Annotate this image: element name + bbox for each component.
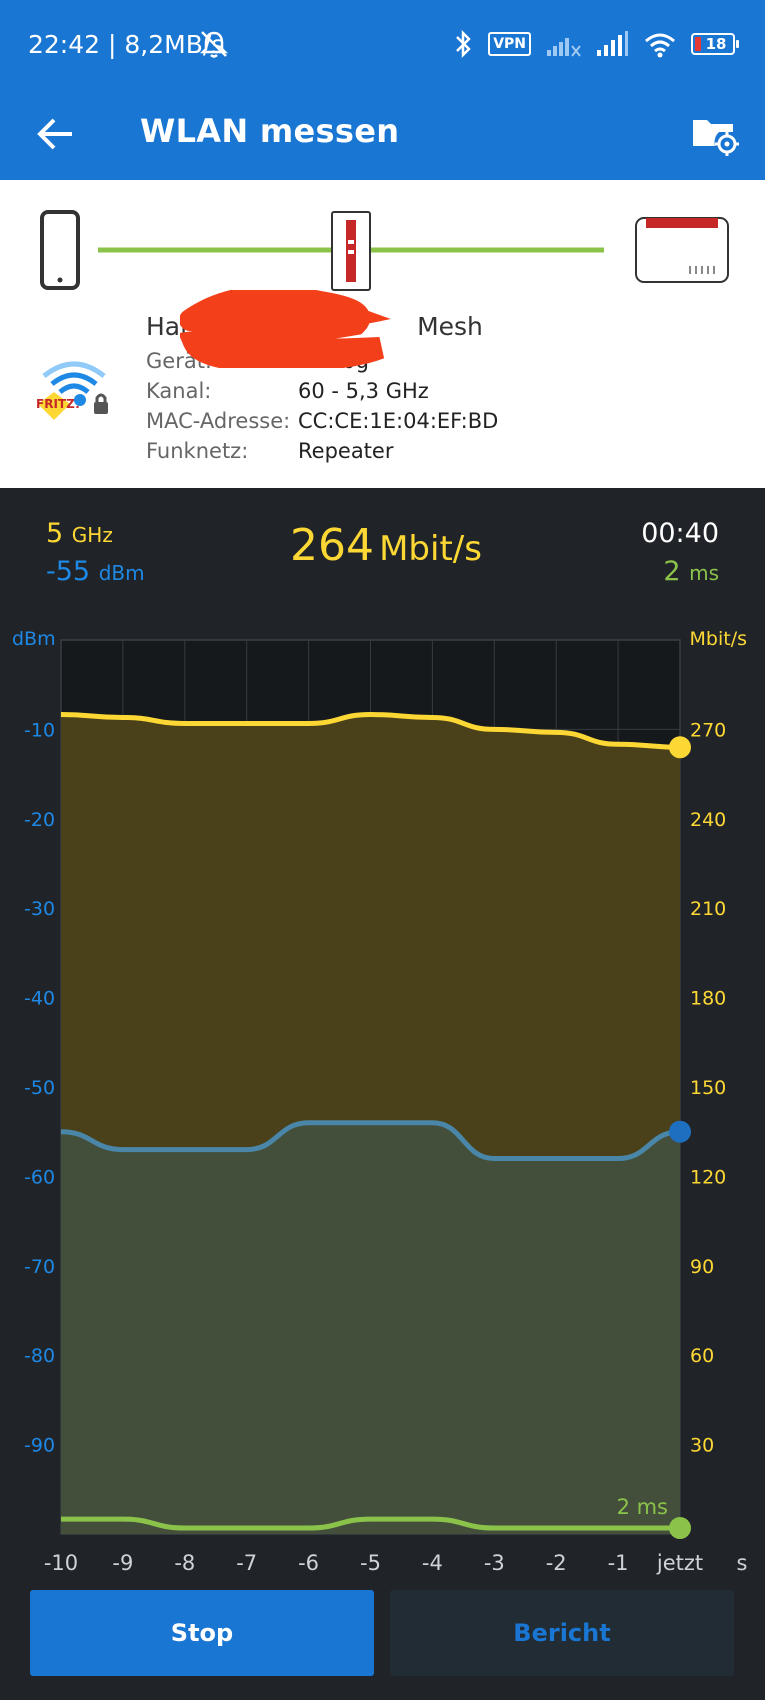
status-bar: 22:42 | 8,2MB/s VPN — [0, 0, 765, 92]
left-axis-tick: -40 — [24, 988, 55, 1010]
signal-icon — [597, 31, 628, 56]
bluetooth-icon — [456, 29, 471, 59]
left-axis-tick: -80 — [24, 1345, 55, 1367]
signal-no-service-icon — [547, 38, 581, 57]
info-value-channel: 60 - 5,3 GHz — [298, 379, 429, 403]
measurement-chart: -10 -20 -30 -40 -50 -60 -70 -80 -90 270 240 210 180 1… — [24, 639, 748, 1575]
right-axis-tick: 210 — [690, 898, 726, 920]
report-button[interactable]: Bericht — [390, 1590, 734, 1676]
series-line-1 — [60, 1120, 681, 1162]
connection-topology — [40, 210, 729, 291]
router-icon — [635, 217, 729, 283]
right-axis-title: Mbit/s — [689, 628, 747, 650]
elapsed-time: 00:40 — [641, 518, 719, 549]
page-title: WLAN messen — [140, 112, 400, 150]
status-icons: VPN 18 — [452, 28, 739, 60]
latency-readout: 2 ms — [663, 556, 719, 587]
bell-off-icon — [199, 31, 229, 58]
right-axis-tick: 240 — [690, 809, 726, 831]
x-axis-tick: -2 — [546, 1551, 567, 1575]
stop-button[interactable]: Stop — [30, 1590, 374, 1676]
left-axis-tick: -90 — [24, 1435, 55, 1457]
status-time-speed: 22:42 | 8,2MB/s — [28, 30, 225, 59]
x-axis-tick: jetzt — [656, 1551, 703, 1575]
x-axis-tick: -5 — [360, 1551, 381, 1575]
info-value-mac: CC:CE:1E:04:EF:BD — [298, 409, 499, 433]
x-axis-tick: -6 — [298, 1551, 319, 1575]
phone-icon — [40, 210, 80, 290]
fritz-wifi-logo: FRITZ! — [36, 361, 108, 420]
current-value-marker — [669, 1517, 691, 1540]
battery-icon: 18 — [691, 33, 739, 55]
rate-readout: 264 Mbit/s — [290, 520, 482, 571]
vpn-label: VPN — [493, 36, 526, 52]
device-info-panel: FRITZ! Hal Mesh Gerät: Fritz0g Kanal: 60 … — [0, 180, 765, 488]
vpn-icon: VPN — [488, 32, 531, 56]
redaction-scribble — [180, 290, 391, 368]
folder-settings-icon[interactable] — [689, 110, 741, 160]
signal-readout: -55 dBm — [46, 556, 145, 587]
x-axis-tick: -1 — [608, 1551, 629, 1575]
x-axis-tick: -8 — [174, 1551, 195, 1575]
fritz-logo-text: FRITZ! — [36, 397, 80, 411]
info-label-channel: Kanal: — [146, 379, 212, 403]
x-axis-tick: -3 — [484, 1551, 505, 1575]
app-bar: WLAN messen — [0, 92, 765, 180]
x-axis-tick: -10 — [44, 1551, 78, 1575]
current-value-marker — [669, 736, 691, 759]
info-label-mac: MAC-Adresse: — [146, 409, 291, 433]
right-axis-tick: 120 — [690, 1166, 726, 1188]
latency-label: 2 ms — [617, 1495, 668, 1519]
x-axis-tick: -7 — [236, 1551, 257, 1575]
battery-level: 18 — [705, 35, 727, 53]
left-axis-tick: -20 — [24, 809, 55, 831]
right-axis-tick: 90 — [690, 1256, 714, 1278]
left-axis-title: dBm — [12, 628, 56, 650]
band-readout: 5 GHz — [46, 518, 113, 549]
back-arrow-icon[interactable] — [32, 110, 80, 158]
x-axis-unit: s — [737, 1551, 748, 1575]
repeater-icon — [331, 211, 371, 291]
info-value-network: Repeater — [298, 439, 394, 463]
info-label-network: Funknetz: — [146, 439, 249, 463]
right-axis-tick: 150 — [690, 1077, 726, 1099]
series-line-2 — [61, 1516, 680, 1531]
current-value-marker — [669, 1120, 691, 1143]
x-axis-tick: -4 — [422, 1551, 443, 1575]
left-axis-tick: -70 — [24, 1256, 55, 1278]
x-axis-tick: -9 — [112, 1551, 133, 1575]
right-axis-tick: 60 — [690, 1345, 714, 1367]
wifi-icon — [645, 33, 675, 58]
left-axis-tick: -10 — [24, 719, 55, 741]
right-axis-tick: 30 — [690, 1435, 714, 1457]
right-axis-tick: 270 — [690, 719, 726, 741]
right-axis-tick: 180 — [690, 988, 726, 1010]
series-line-0 — [60, 711, 681, 750]
left-axis-tick: -50 — [24, 1077, 55, 1099]
series-area-1 — [61, 1122, 680, 1534]
left-axis-tick: -30 — [24, 898, 55, 920]
left-axis-tick: -60 — [24, 1166, 55, 1188]
